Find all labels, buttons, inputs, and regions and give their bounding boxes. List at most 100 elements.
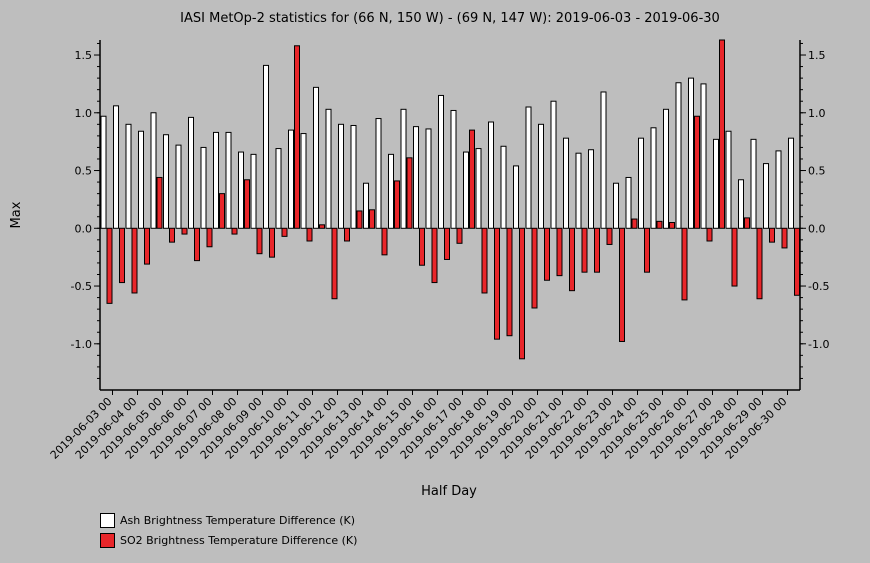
ash-bar-10 xyxy=(225,131,232,229)
ash-bar-51 xyxy=(738,179,744,229)
so2-bar-24 xyxy=(406,157,413,229)
so2-bar-34 xyxy=(531,227,538,309)
so2-bar-55 xyxy=(794,227,800,296)
so2-bar-53 xyxy=(769,227,775,243)
so2-bar-12 xyxy=(256,227,263,255)
so2-bar-51 xyxy=(744,217,750,229)
legend-label-ash: Ash Brightness Temperature Difference (K… xyxy=(120,514,355,527)
so2-bar-16 xyxy=(306,227,313,242)
so2-bar-10 xyxy=(231,227,238,235)
so2-bar-2 xyxy=(131,227,138,294)
so2-bar-47 xyxy=(694,115,700,229)
so2-bar-52 xyxy=(756,227,763,300)
so2-bar-42 xyxy=(631,218,638,229)
so2-bar-39 xyxy=(594,227,600,273)
bars-group xyxy=(100,39,800,360)
ash-bar-0 xyxy=(100,115,107,229)
so2-bar-41 xyxy=(619,227,625,342)
ash-bar-4 xyxy=(150,112,157,229)
axes-group: -1.0 -1.0 -0.5 -0.5 0.0 0.0 0.5 0.5 1.0 1.0 1.5 1.5… xyxy=(48,40,829,462)
so2-bar-49 xyxy=(719,39,725,229)
ash-bar-6 xyxy=(175,144,182,229)
so2-bar-13 xyxy=(269,227,275,258)
ash-bar-22 xyxy=(375,118,382,229)
so2-bar-22 xyxy=(381,227,388,256)
ash-bar-12 xyxy=(250,153,257,229)
ash-bar-50 xyxy=(725,130,732,229)
ash-bar-18 xyxy=(325,108,332,229)
so2-bar-46 xyxy=(681,227,688,301)
y-tick-label-left: 0.0 xyxy=(75,222,93,235)
ash-bar-47 xyxy=(688,77,694,229)
ash-bar-2 xyxy=(125,123,132,229)
so2-bar-26 xyxy=(431,227,438,284)
y-tick-label-right: -1.0 xyxy=(808,338,829,351)
ash-bar-17 xyxy=(313,86,319,229)
so2-bar-38 xyxy=(581,227,588,273)
so2-bar-37 xyxy=(569,227,575,292)
legend-label-so2: SO2 Brightness Temperature Difference (K… xyxy=(120,534,358,547)
so2-bar-35 xyxy=(544,227,550,281)
ash-bar-55 xyxy=(788,137,794,229)
ash-bar-13 xyxy=(263,64,269,229)
ash-bar-34 xyxy=(525,106,532,229)
so2-bar-6 xyxy=(181,227,188,235)
so2-bar-9 xyxy=(219,193,225,229)
ash-bar-32 xyxy=(500,145,507,229)
ash-bar-16 xyxy=(300,133,307,229)
y-tick-label-right: 1.5 xyxy=(808,49,826,62)
legend-item-so2: SO2 Brightness Temperature Difference (K… xyxy=(100,533,357,548)
so2-bar-15 xyxy=(294,45,300,229)
so2-bar-33 xyxy=(519,227,525,360)
ash-bar-53 xyxy=(763,163,769,229)
y-tick-label-left: 0.5 xyxy=(75,165,93,178)
ash-bar-35 xyxy=(538,123,544,229)
ash-bar-48 xyxy=(700,83,707,229)
so2-bar-30 xyxy=(481,227,488,294)
y-tick-label-left: 1.5 xyxy=(75,49,93,62)
so2-bar-3 xyxy=(144,227,150,265)
so2-bar-27 xyxy=(444,227,450,260)
so2-bar-44 xyxy=(656,220,663,229)
so2-bar-32 xyxy=(506,227,513,337)
ash-bar-27 xyxy=(438,94,444,229)
so2-bar-25 xyxy=(419,227,425,266)
ash-bar-41 xyxy=(613,182,619,229)
so2-bar-8 xyxy=(206,227,213,248)
ash-bar-38 xyxy=(575,152,582,229)
ash-bar-43 xyxy=(638,137,644,229)
ash-bar-15 xyxy=(288,129,294,229)
ash-bar-29 xyxy=(463,151,469,229)
ash-bar-52 xyxy=(750,138,757,229)
so2-bar-21 xyxy=(369,209,375,229)
legend-swatch-ash xyxy=(100,513,115,528)
y-tick-label-left: -0.5 xyxy=(71,280,92,293)
ash-bar-3 xyxy=(138,130,144,229)
ash-bar-26 xyxy=(425,128,432,229)
so2-bar-7 xyxy=(194,227,200,262)
y-axis-label: Max xyxy=(9,201,24,228)
ash-bar-19 xyxy=(338,123,344,229)
so2-bar-50 xyxy=(731,227,738,287)
ash-bar-42 xyxy=(625,176,632,229)
so2-bar-28 xyxy=(456,227,463,244)
y-tick-label-left: 1.0 xyxy=(75,107,93,120)
ash-bar-39 xyxy=(588,149,594,229)
ash-bar-23 xyxy=(388,153,394,229)
ash-bar-28 xyxy=(450,109,457,229)
ash-bar-33 xyxy=(513,165,519,229)
ash-bar-7 xyxy=(188,116,194,229)
ash-bar-40 xyxy=(600,91,607,229)
ash-bar-30 xyxy=(475,148,482,229)
so2-bar-4 xyxy=(156,176,163,229)
so2-bar-43 xyxy=(644,227,650,273)
so2-bar-18 xyxy=(331,227,338,300)
so2-bar-31 xyxy=(494,227,500,340)
ash-bar-8 xyxy=(200,146,207,229)
so2-bar-17 xyxy=(319,224,325,229)
legend-item-ash: Ash Brightness Temperature Difference (K… xyxy=(100,513,355,528)
x-axis-label: Half Day xyxy=(421,484,477,499)
ash-bar-45 xyxy=(663,108,669,229)
so2-bar-14 xyxy=(281,227,288,237)
